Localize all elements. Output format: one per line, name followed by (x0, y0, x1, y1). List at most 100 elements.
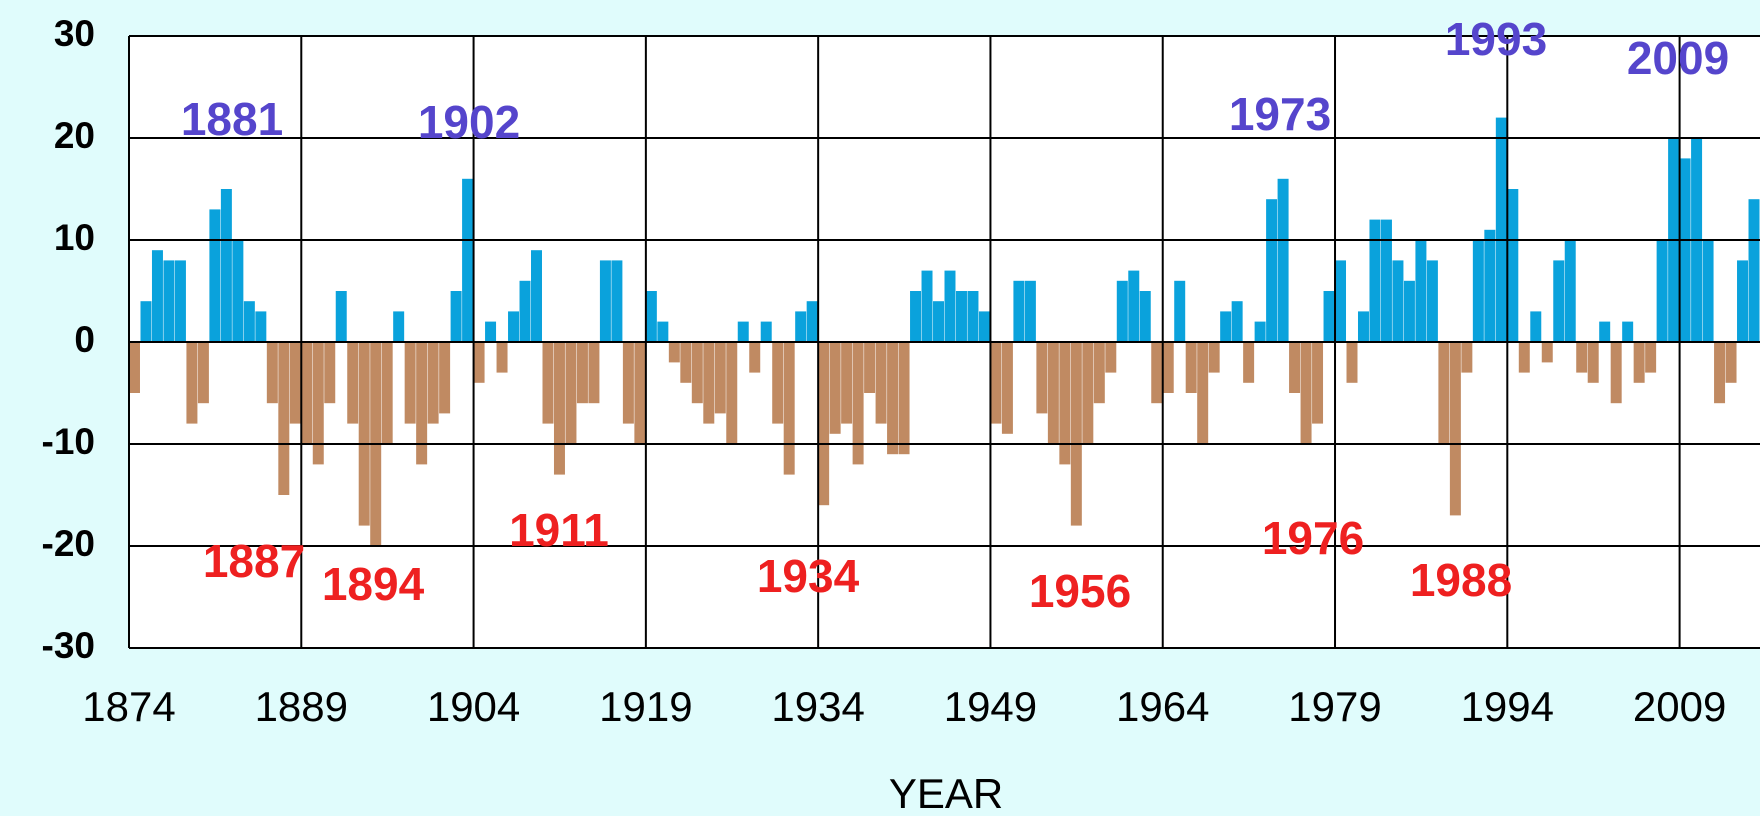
bar (726, 342, 738, 444)
bar (519, 280, 531, 342)
bar (220, 189, 232, 342)
annotation: 1881 (181, 93, 283, 145)
y-tick-label: 20 (54, 115, 95, 156)
bar (910, 291, 922, 342)
bar (795, 311, 807, 342)
x-tick-label: 1949 (944, 683, 1037, 730)
bar (990, 342, 1002, 424)
bar (1633, 342, 1645, 383)
bar (1047, 342, 1059, 444)
bar (335, 291, 347, 342)
bar (588, 342, 600, 404)
bar (933, 301, 944, 342)
bar (645, 291, 657, 342)
bar (358, 342, 370, 526)
bar (680, 342, 692, 383)
bar (622, 342, 634, 424)
bar (186, 342, 198, 424)
bar (508, 311, 520, 342)
bar (174, 260, 186, 342)
bar (1335, 260, 1347, 342)
bar (1495, 117, 1507, 342)
bar (1197, 342, 1209, 444)
bar (416, 342, 428, 465)
bar (898, 342, 910, 455)
bar (1357, 311, 1369, 342)
annotation: 1934 (757, 550, 860, 602)
annotation: 1956 (1029, 565, 1131, 617)
bar (1139, 291, 1151, 342)
bar (1162, 342, 1174, 393)
bar (1312, 342, 1324, 424)
bar (1323, 291, 1335, 342)
bar (1392, 260, 1404, 342)
bar (462, 178, 474, 342)
bar (1082, 342, 1094, 444)
bar (737, 321, 749, 342)
bar (806, 301, 818, 342)
bar (1254, 321, 1266, 342)
bar (703, 342, 715, 424)
bar (278, 342, 290, 495)
bar (1737, 260, 1749, 342)
bar (1576, 342, 1588, 373)
bar (852, 342, 864, 465)
bar (1656, 240, 1668, 342)
bar (1541, 342, 1553, 363)
bar (496, 342, 508, 373)
bar (347, 342, 359, 424)
x-tick-label: 1934 (771, 683, 864, 730)
y-tick-label: 10 (54, 217, 95, 258)
bar (324, 342, 336, 404)
y-tick-label: 30 (54, 13, 95, 54)
bar (404, 342, 416, 424)
x-tick-label: 2009 (1633, 683, 1726, 730)
bar (668, 342, 680, 363)
bar (1725, 342, 1737, 383)
annotation: 1988 (1410, 554, 1512, 606)
bar (1449, 342, 1461, 516)
bar (1128, 270, 1140, 342)
bar (1610, 342, 1622, 404)
y-tick-label: 0 (74, 319, 95, 360)
bar (760, 321, 772, 342)
bar (1174, 280, 1186, 342)
x-axis-label: YEAR (889, 770, 1003, 816)
bar (829, 342, 841, 434)
bar (611, 260, 623, 342)
y-tick-label: -20 (42, 523, 95, 564)
bar (1507, 189, 1519, 342)
bar (1530, 311, 1542, 342)
bar (841, 342, 853, 424)
bar (783, 342, 795, 475)
bar (450, 291, 462, 342)
x-tick-label: 1889 (255, 683, 348, 730)
bar (197, 342, 209, 404)
bar (1013, 280, 1025, 342)
y-tick-label: -30 (42, 625, 95, 666)
bar (875, 342, 887, 424)
bar (1151, 342, 1163, 404)
x-tick-label: 1874 (82, 683, 175, 730)
bar (1645, 342, 1657, 373)
bar (887, 342, 899, 455)
bar (1415, 240, 1427, 342)
bar (232, 240, 244, 342)
bar (542, 342, 554, 424)
bar (1622, 321, 1634, 342)
bar (301, 342, 313, 444)
bar (553, 342, 565, 475)
bar (921, 270, 933, 342)
bars (129, 117, 1760, 546)
bar (714, 342, 726, 414)
y-tick-label: -10 (42, 421, 95, 462)
bar (1036, 342, 1048, 414)
bar (772, 342, 784, 424)
bar (439, 342, 451, 414)
bar (1461, 342, 1473, 373)
bar (565, 342, 577, 444)
bar (1518, 342, 1530, 373)
bar (1093, 342, 1105, 404)
bar (1403, 280, 1415, 342)
x-tick-label: 1904 (427, 683, 520, 730)
